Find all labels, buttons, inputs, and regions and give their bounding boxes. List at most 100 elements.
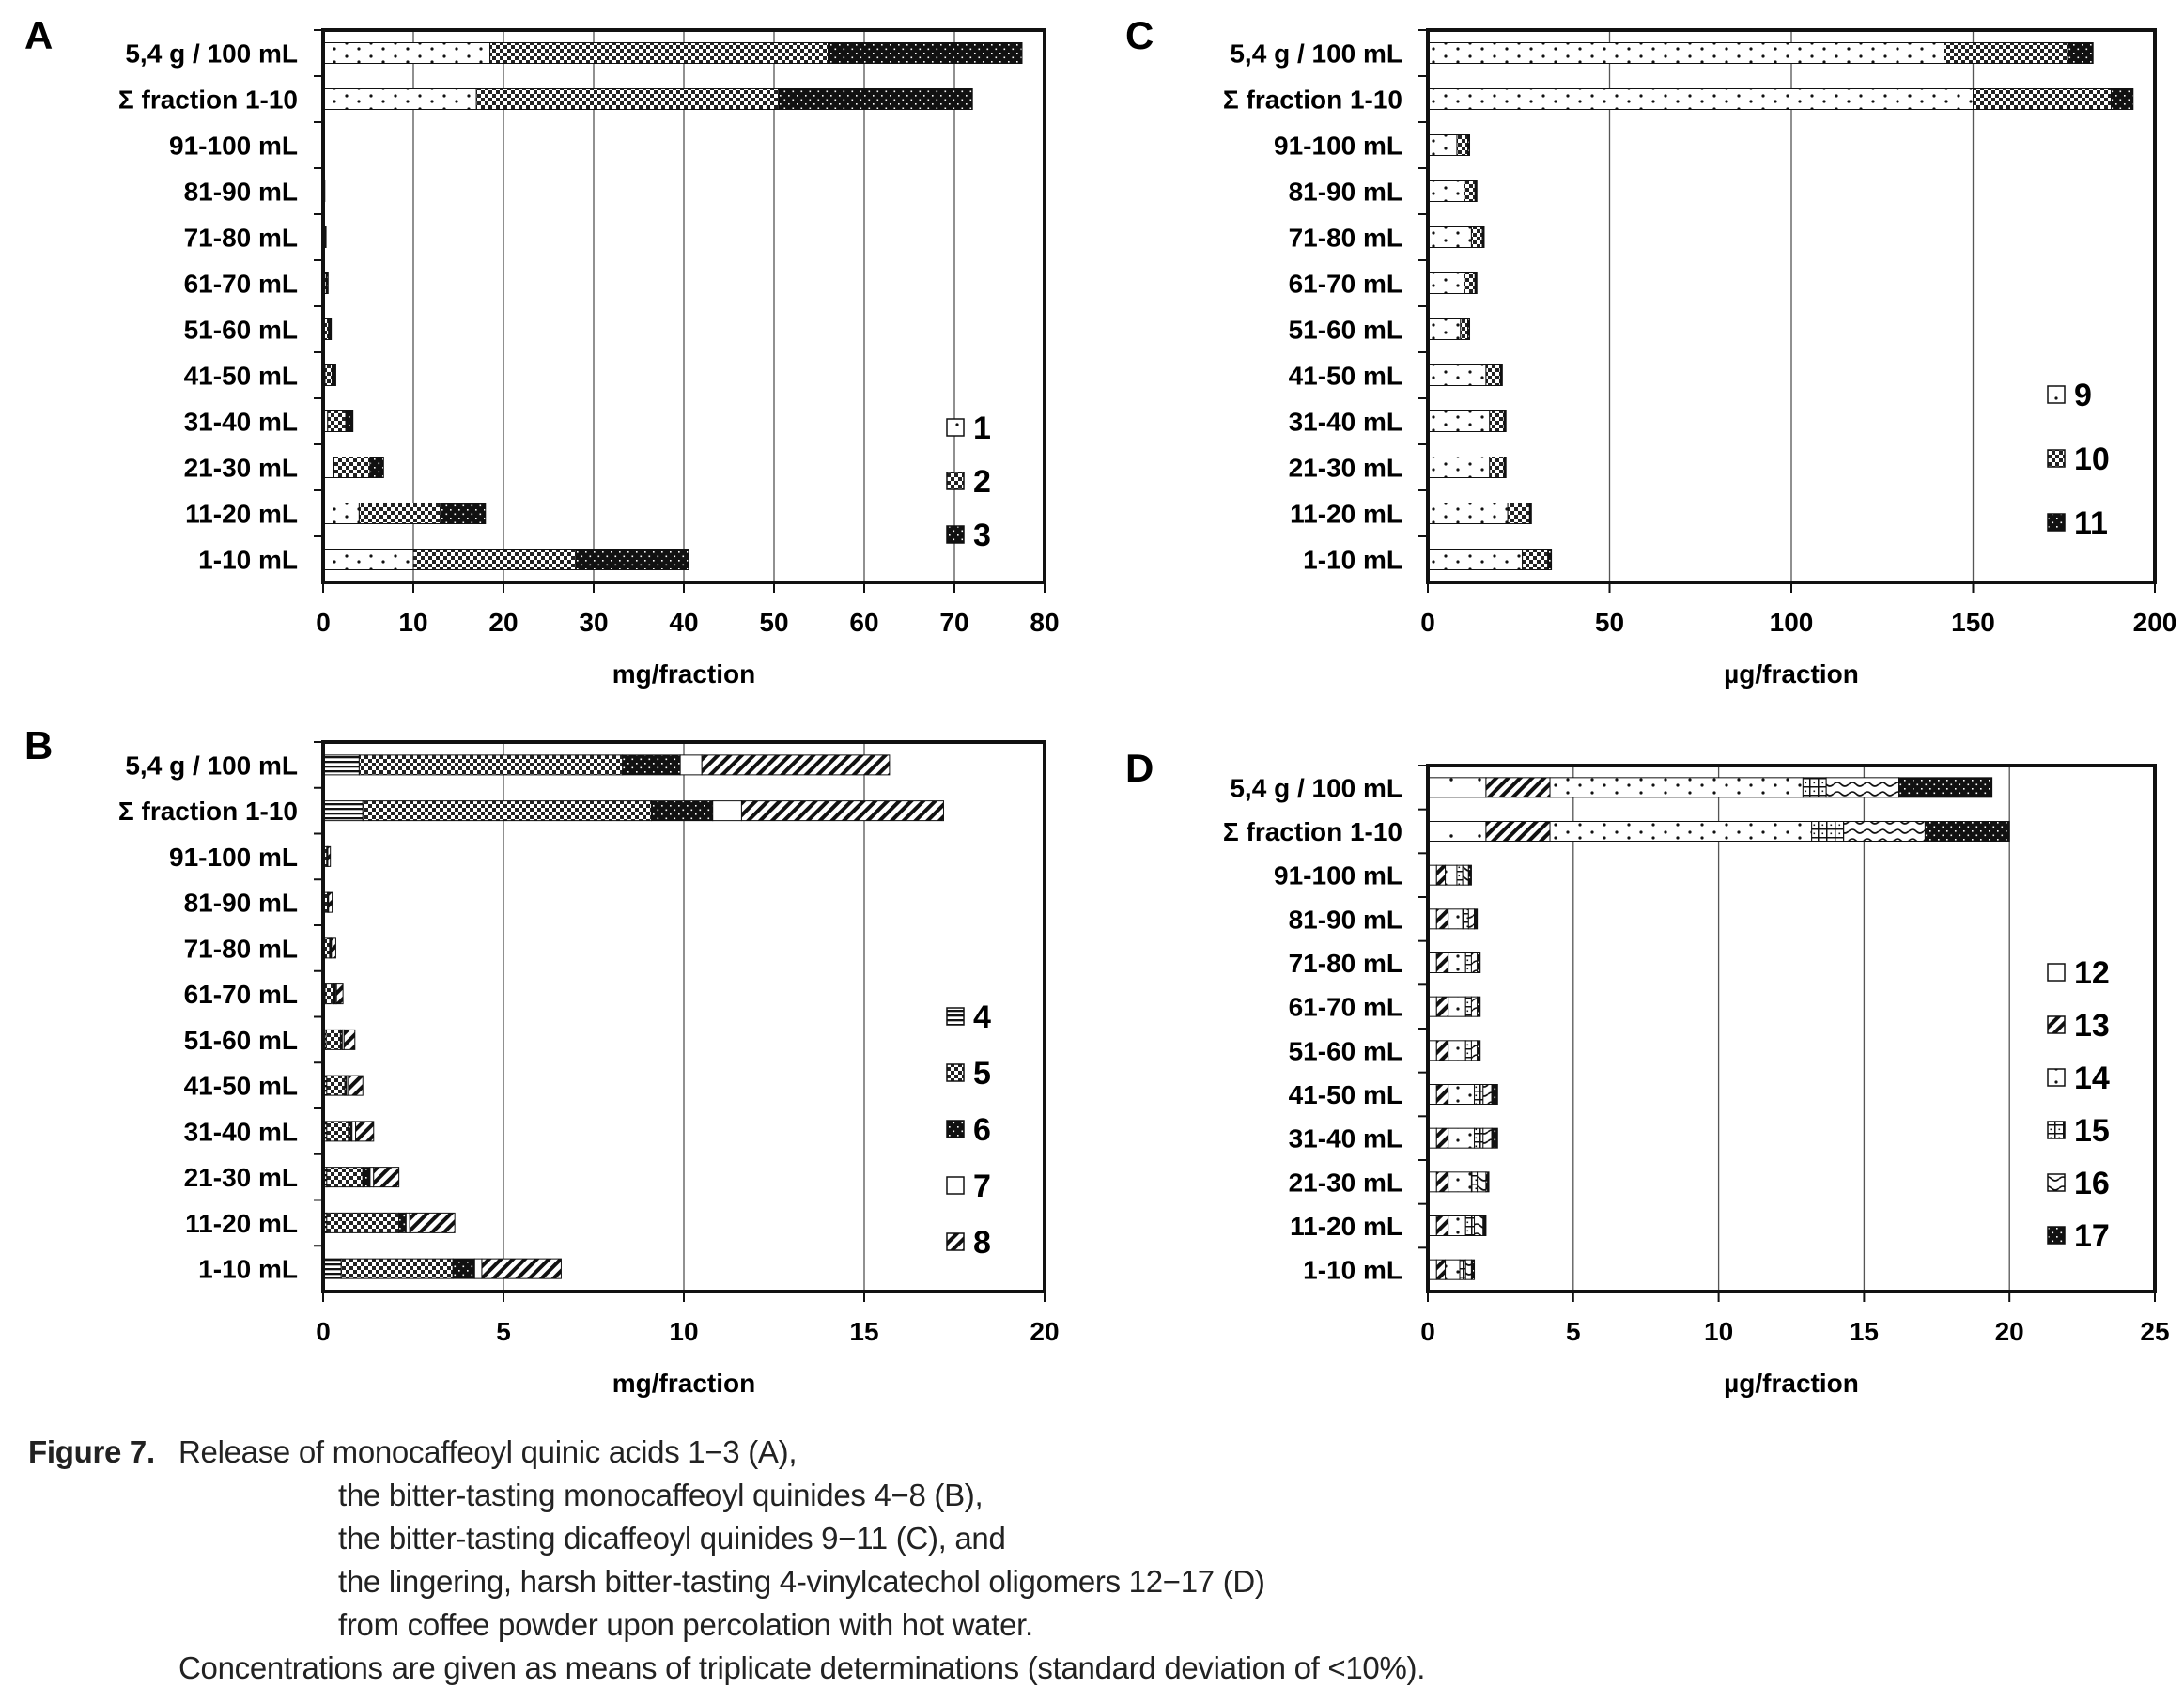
bar-d-71-80-ml-series-13 [1435, 952, 1449, 973]
bar-c-91-100-ml-series-11 [1467, 134, 1471, 156]
x-tick-label: 80 [1030, 608, 1059, 637]
legend-swatch-16 [2047, 1173, 2066, 1192]
bar-b-11-20-ml-series-7 [405, 1212, 410, 1233]
bar-c-41-50-ml-series-9 [1427, 364, 1487, 386]
bar-a-71-80-ml-series-3 [324, 226, 327, 248]
bar-b-1-10-ml-series-4 [322, 1258, 342, 1279]
bar-a-11-20-ml-series-3 [440, 503, 487, 524]
bar-d-51-60-ml-series-13 [1435, 1040, 1449, 1061]
bar-d-71-80-ml-series-14 [1448, 952, 1466, 973]
category-label: 5,4 g / 100 mL [1230, 773, 1402, 802]
bar-c-61-70-ml-series-10 [1464, 272, 1476, 294]
bar-b-31-40-ml-series-5 [326, 1121, 349, 1142]
legend-label-7: 7 [973, 1169, 991, 1204]
category-label: 11-20 mL [185, 500, 298, 529]
bar-b-11-20-ml-series-5 [326, 1212, 400, 1233]
bar-d-11-20-ml-series-13 [1435, 1215, 1449, 1236]
bar-c-51-60-ml-series-9 [1427, 318, 1462, 340]
category-label: 41-50 mL [1289, 362, 1402, 391]
legend-swatch-9 [2047, 385, 2066, 404]
bar-d-61-70-ml-series-15 [1464, 996, 1472, 1017]
category-label: 81-90 mL [184, 178, 298, 207]
bar-d-61-70-ml-series-14 [1448, 996, 1466, 1017]
bar-a-51-60-ml-series-3 [328, 318, 333, 340]
category-label: 81-90 mL [184, 889, 298, 918]
bar-a-5-4-g-100-ml-series-3 [828, 42, 1023, 64]
bar-d-11-20-ml-series-14 [1448, 1215, 1466, 1236]
caption-line-3: the bitter-tasting dicaffeoyl quinides 9… [338, 1521, 1006, 1556]
bar-d-51-60-ml-series-15 [1464, 1040, 1472, 1061]
category-label: 71-80 mL [1289, 949, 1402, 978]
caption-line-5: from coffee powder upon percolation with… [338, 1607, 1033, 1642]
category-label: 1-10 mL [198, 1255, 298, 1284]
x-tick-label: 15 [1850, 1317, 1879, 1346]
bar-d-51-60-ml-series-14 [1448, 1040, 1466, 1061]
legend-label-5: 5 [973, 1056, 991, 1091]
bar-b-5-4-g-100-ml-series-6 [622, 754, 681, 776]
bar-c-81-90-ml-series-9 [1427, 180, 1465, 202]
bar-a-1-10-ml-series-1 [322, 549, 414, 570]
bar-d-81-90-ml-series-17 [1474, 908, 1479, 930]
bar-a-11-20-ml-series-2 [358, 503, 441, 524]
category-label: 91-100 mL [169, 132, 298, 161]
bar-d-fraction-1-10-series-12 [1427, 821, 1487, 842]
legend-label-14: 14 [2074, 1061, 2110, 1096]
legend-swatch-11 [2047, 513, 2066, 532]
bar-a-21-30-ml-series-3 [369, 457, 384, 478]
x-tick-label: 10 [398, 608, 427, 637]
bar-d-fraction-1-10-series-14 [1549, 821, 1813, 842]
bar-d-81-90-ml-series-16 [1467, 908, 1476, 930]
bar-c-31-40-ml-series-11 [1503, 410, 1507, 432]
legend-label-4: 4 [973, 999, 991, 1035]
category-label: 21-30 mL [1289, 454, 1402, 483]
category-label: 51-60 mL [1289, 1036, 1402, 1065]
panel-a: A 5,4 g / 100 mL Σ fraction 1-10 91-100 mL 8… [24, 13, 1060, 689]
legend-swatch-5 [946, 1063, 965, 1082]
bar-d-91-100-ml-series-15 [1456, 864, 1464, 886]
bar-c-41-50-ml-series-10 [1485, 364, 1501, 386]
bar-b-21-30-ml-series-5 [326, 1167, 364, 1188]
bar-b-81-90-ml-series-8 [328, 891, 333, 913]
bar-b-fraction-1-10-series-7 [712, 800, 742, 822]
x-tick-label: 0 [316, 1317, 331, 1346]
bar-c-fraction-1-10-series-9 [1427, 88, 1974, 110]
category-label: 91-100 mL [169, 843, 298, 872]
legend-label-8: 8 [973, 1225, 991, 1261]
bar-c-71-80-ml-series-9 [1427, 226, 1472, 248]
category-label: 21-30 mL [184, 454, 298, 483]
category-label: 71-80 mL [184, 934, 298, 963]
bar-c-41-50-ml-series-11 [1499, 364, 1503, 386]
legend-swatch-17 [2047, 1226, 2066, 1245]
figure-label: Figure 7. [28, 1434, 155, 1469]
bar-c-71-80-ml-series-10 [1470, 226, 1483, 248]
x-tick-label: 50 [759, 608, 788, 637]
x-axis-label-c: µg/fraction [1724, 659, 1859, 689]
bar-c-21-30-ml-series-9 [1427, 457, 1491, 478]
category-label: 81-90 mL [1289, 178, 1402, 207]
x-tick-label: 0 [316, 608, 331, 637]
bar-a-1-10-ml-series-3 [575, 549, 689, 570]
bar-d-fraction-1-10-series-15 [1811, 821, 1845, 842]
category-label: 51-60 mL [1289, 316, 1402, 345]
x-tick-label: 20 [1030, 1317, 1059, 1346]
bar-d-5-4-g-100-ml-series-16 [1825, 777, 1900, 798]
bar-d-31-40-ml-series-13 [1435, 1127, 1449, 1149]
category-label: 21-30 mL [184, 1163, 298, 1192]
caption-line-4: the lingering, harsh bitter-tasting 4-vi… [338, 1564, 1265, 1599]
legend-label-6: 6 [973, 1112, 991, 1148]
category-label: 81-90 mL [1289, 905, 1402, 934]
legend-label-15: 15 [2074, 1113, 2110, 1149]
x-tick-label: 100 [1770, 608, 1814, 637]
bar-b-31-40-ml-series-6 [348, 1121, 353, 1142]
legend-label-12: 12 [2074, 955, 2110, 991]
bar-b-1-10-ml-series-6 [452, 1258, 475, 1279]
panel-label-b: B [24, 723, 53, 767]
bar-d-31-40-ml-series-17 [1491, 1127, 1498, 1149]
bar-d-91-100-ml-series-16 [1462, 864, 1469, 886]
bar-b-1-10-ml-series-5 [340, 1258, 454, 1279]
bar-c-31-40-ml-series-9 [1427, 410, 1491, 432]
legend-swatch-8 [946, 1232, 965, 1251]
bar-d-31-40-ml-series-14 [1448, 1127, 1476, 1149]
bar-b-51-60-ml-series-5 [325, 1029, 341, 1050]
bar-c-21-30-ml-series-11 [1503, 457, 1507, 478]
